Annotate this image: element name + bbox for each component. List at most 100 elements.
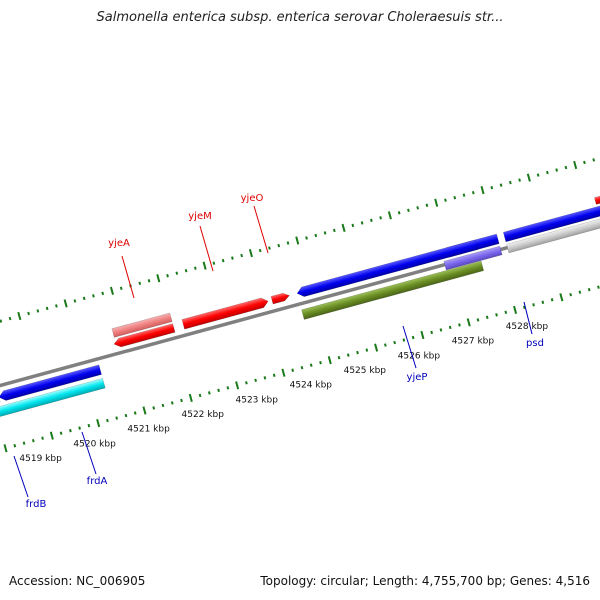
inner-tick-mark — [448, 325, 452, 330]
outer-tick-mark — [193, 266, 197, 270]
frdB-leader-line — [13, 455, 29, 498]
outer-tick-mark — [508, 180, 512, 185]
outer-tick-mark — [499, 183, 503, 187]
outer-tick-mark — [0, 319, 3, 323]
outer-tick-mark — [453, 195, 457, 200]
inner-tick-mark — [319, 360, 322, 365]
tick-label: 4519 kbp — [19, 454, 62, 464]
map-title: Salmonella enterica subsp. enterica sero… — [96, 10, 504, 25]
gene-feature-yjeM[interactable] — [181, 296, 270, 330]
inner-tick-mark — [263, 376, 267, 380]
inner-tick-mark — [458, 323, 461, 327]
gene-feature-yjeP[interactable] — [301, 260, 484, 320]
inner-tick-mark — [402, 338, 406, 342]
outer-tick-mark — [147, 279, 151, 283]
outer-tick-mark — [45, 306, 49, 311]
gene-feature-gene-a[interactable] — [502, 198, 600, 243]
inner-tick-mark — [245, 381, 248, 385]
inner-tick-mark — [309, 363, 313, 367]
inner-tick-mark — [550, 298, 554, 302]
gene-label-yjeM[interactable]: yjeM — [188, 211, 211, 222]
outer-tick-mark — [536, 173, 540, 177]
gene-feature-frdA[interactable] — [0, 378, 106, 428]
tick-label: 4527 kbp — [452, 337, 495, 347]
gene-feature-gene-c[interactable] — [296, 239, 479, 298]
inner-tick-mark — [300, 366, 304, 370]
inner-tick-mark — [78, 426, 81, 430]
inner-tick-mark — [466, 318, 471, 327]
inner-tick-mark — [393, 340, 396, 345]
outer-tick-mark — [231, 256, 234, 260]
tick-label: 4528 kbp — [506, 322, 549, 332]
inner-tick-mark — [597, 285, 600, 289]
gene-label-frdA[interactable]: frdA — [87, 476, 108, 487]
inner-tick-mark — [383, 343, 387, 347]
outer-tick-mark — [212, 261, 216, 265]
inner-tick-mark — [207, 391, 211, 395]
psd-leader-line — [523, 301, 533, 335]
gene-feature-gene-grey[interactable] — [506, 209, 600, 254]
outer-tick-mark — [17, 311, 22, 321]
outer-tick-mark — [258, 248, 262, 253]
outer-tick-mark — [564, 165, 568, 170]
gene-label-frdB[interactable]: frdB — [26, 499, 47, 510]
inner-tick-mark — [569, 293, 572, 297]
tick-label: 4525 kbp — [344, 366, 387, 376]
gene-label-yjeP[interactable]: yjeP — [407, 372, 428, 383]
outer-tick-mark — [444, 198, 447, 202]
gene-feature-yjeA-lower[interactable] — [113, 323, 176, 349]
outer-tick-mark — [471, 190, 475, 195]
outer-tick-mark — [370, 218, 373, 223]
inner-tick-mark — [485, 315, 489, 320]
outer-tick-mark — [518, 178, 521, 182]
tick-label: 4523 kbp — [236, 395, 279, 405]
outer-tick-mark — [36, 309, 40, 313]
inner-tick-mark — [476, 318, 480, 322]
outer-tick-mark — [109, 286, 114, 295]
outer-tick-mark — [248, 248, 253, 258]
yjeP-leader-line — [402, 325, 417, 369]
gene-feature-yjeA-upper[interactable] — [111, 312, 173, 338]
outer-tick-mark — [221, 258, 225, 263]
inner-tick-mark — [495, 313, 498, 317]
outer-tick-mark — [156, 274, 161, 283]
outer-tick-mark — [332, 228, 336, 233]
inner-tick-mark — [254, 378, 258, 383]
gene-label-psd[interactable]: psd — [526, 338, 544, 349]
outer-tick-mark — [55, 304, 58, 308]
outer-tick-mark — [101, 291, 105, 296]
inner-tick-mark — [420, 330, 425, 340]
inner-tick-mark — [180, 398, 183, 403]
outer-tick-mark — [462, 193, 466, 197]
gene-feature-yjeO[interactable] — [270, 292, 290, 305]
gene-feature-psd[interactable] — [443, 245, 503, 271]
inner-tick-mark — [337, 355, 341, 360]
tick-label: 4526 kbp — [398, 351, 441, 361]
yjeA-leader-line — [121, 255, 135, 299]
outer-tick-mark — [387, 211, 392, 220]
inner-tick-mark — [106, 418, 109, 423]
inner-tick-mark — [346, 353, 350, 357]
inner-tick-mark — [115, 416, 119, 420]
inner-tick-mark — [198, 393, 202, 398]
outer-tick-mark — [305, 236, 308, 240]
gene-feature-frdA-blue[interactable] — [0, 364, 102, 402]
inner-tick-mark — [133, 411, 137, 415]
outer-tick-mark — [73, 299, 77, 303]
outer-tick-mark — [416, 206, 420, 210]
outer-tick-mark — [360, 221, 364, 225]
gene-feature-gene-red-right[interactable] — [594, 189, 600, 205]
gene-label-yjeA[interactable]: yjeA — [108, 238, 130, 249]
outer-tick-mark — [583, 160, 586, 165]
outer-tick-mark — [286, 241, 290, 245]
inner-tick-mark — [439, 328, 443, 332]
outer-tick-mark — [240, 253, 244, 258]
yjeO-leader-line — [253, 205, 269, 254]
gene-label-yjeO[interactable]: yjeO — [241, 193, 264, 204]
inner-tick-mark — [327, 356, 332, 365]
inner-tick-mark — [96, 418, 101, 428]
outer-tick-mark — [314, 233, 318, 238]
inner-tick-mark — [152, 406, 156, 410]
outer-tick-mark — [202, 261, 207, 270]
